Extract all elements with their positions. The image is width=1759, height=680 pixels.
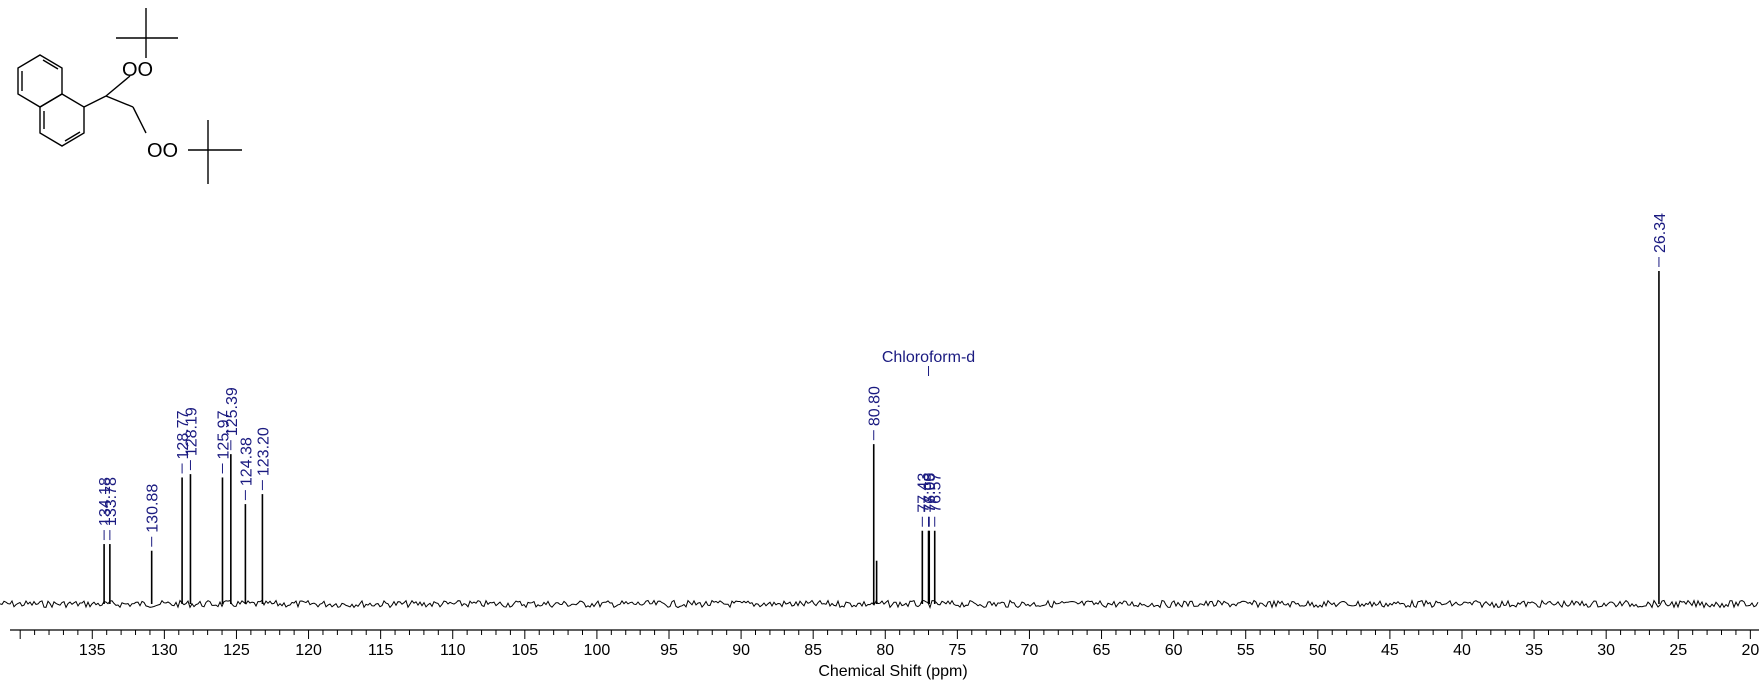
peak-label-0: 134.18 [97,477,114,526]
peak-label-2: 130.88 [145,484,162,533]
x-tick-label: 20 [1741,642,1759,659]
peak-label-9: 80.80 [867,386,884,426]
x-tick-label: 125 [223,642,250,659]
peak-label-5: 125.97 [215,410,232,459]
peak-label-14: 76.57 [928,473,945,513]
x-tick-label: 45 [1381,642,1399,659]
peak-label-3: 128.77 [175,410,192,459]
x-tick-label: 110 [440,642,466,659]
x-tick-label: 95 [660,642,678,659]
peak-label-6: 125.39 [224,387,241,436]
x-tick-label: 85 [804,642,822,659]
peak-label-7: 124.38 [238,437,255,486]
x-tick-label: 105 [511,642,538,659]
x-tick-label: 100 [584,642,611,659]
x-tick-label: 25 [1669,642,1687,659]
peak-label-1: 133.78 [103,477,120,526]
x-tick-label: 115 [368,642,394,659]
peak-label-13: 76.95 [922,473,939,513]
x-tick-label: 120 [295,642,322,659]
x-tick-label: 35 [1525,642,1543,659]
x-tick-label: 90 [732,642,750,659]
molecule-structure [17,8,242,184]
x-axis-label: Chemical Shift (ppm) [818,663,967,680]
structure-label-oo-1: OO [122,59,153,81]
x-tick-label: 55 [1237,642,1255,659]
x-tick-label: 75 [948,642,966,659]
structure-label-oo-2: OO [147,140,178,162]
x-tick-label: 60 [1165,642,1183,659]
x-tick-label: 30 [1597,642,1615,659]
x-tick-label: 80 [876,642,894,659]
x-tick-label: 130 [151,642,178,659]
peak-label-4: 128.19 [183,407,200,456]
spectrum-baseline [0,599,1759,610]
x-tick-label: 40 [1453,642,1471,659]
x-tick-label: 50 [1309,642,1327,659]
x-tick-label: 70 [1021,642,1039,659]
x-tick-label: 135 [79,642,106,659]
peak-label-8: 123.20 [255,427,272,476]
x-tick-label: 65 [1093,642,1111,659]
peak-label-11: 77.43 [915,473,932,513]
annotation-label-0: Chloroform-d [882,349,975,366]
naphthalene-ring-2 [39,93,85,147]
peak-label-15: 26.34 [1652,213,1669,253]
naphthalene-ring-1 [17,54,63,108]
peak-label-12: 77.00 [922,473,939,513]
